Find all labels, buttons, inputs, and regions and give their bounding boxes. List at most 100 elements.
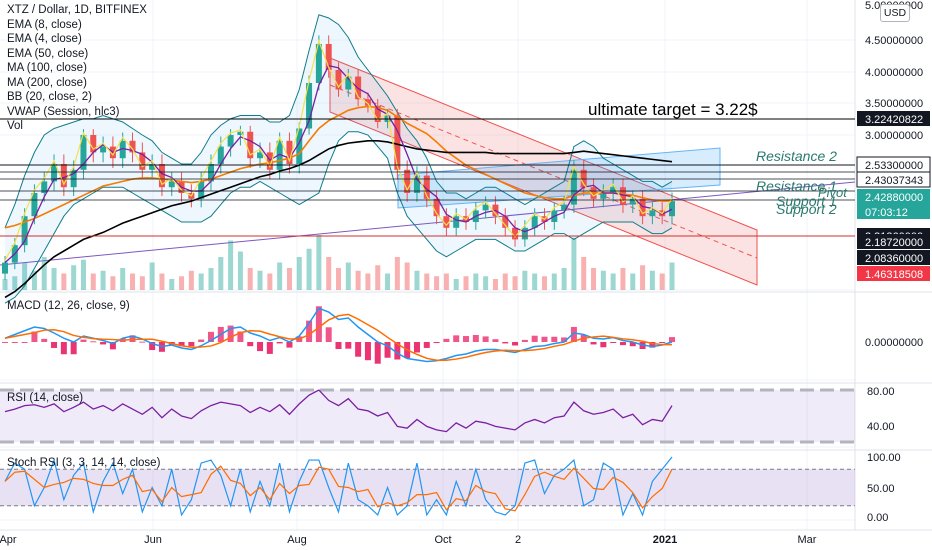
volume-bar [591,268,597,290]
volume-bar [336,268,341,290]
price-tick-label: 4.00000000 [865,67,923,79]
candle-body [443,216,450,228]
macd-histogram-bar [188,342,195,347]
candle-body [413,175,420,193]
rsi-title[interactable]: RSI (14, close) [7,392,84,404]
volume-bar [473,273,479,290]
volume-bar [610,273,616,290]
macd-histogram-bar [374,342,381,364]
candle-body [482,204,489,211]
macd-histogram-bar [453,335,460,342]
volume-bar [61,273,67,290]
volume-bar [277,262,283,290]
bb-upper [4,14,673,228]
volume-bar [179,276,185,290]
price-label-box [857,250,930,265]
moving-averages [4,39,673,299]
volume-bar [110,276,116,290]
stoch-tick-label: 100.00 [867,452,901,464]
volume-bar [71,265,77,290]
volume-bar [237,251,243,290]
candle-body [119,140,126,159]
volume-bar [31,270,37,290]
candle-body [90,135,97,153]
signal-line [4,313,672,361]
stoch-title[interactable]: Stoch RSI (3, 3, 14, 14, close) [7,457,161,469]
macd-histogram-bar [541,336,548,342]
volume-bar [404,262,410,290]
volume-bar [188,270,194,290]
candle-body [100,146,107,153]
time-tick-label: 2021 [653,534,677,546]
time-tick-label: Mar [798,534,817,546]
indicator-volume[interactable]: Vol [7,120,23,132]
macd-histogram-bar [335,342,342,349]
stoch-band [0,469,855,506]
target-annotation: ultimate target = 3.22$ [588,100,758,119]
indicator-ema8[interactable]: EMA (8, close) [7,18,82,31]
volume-bar [12,276,18,290]
macd-histogram-bar [2,342,8,343]
indicator-vwap[interactable]: VWAP (Session, hlc3) [7,105,120,118]
time-tick-label: Apr [0,534,17,546]
candle-body [149,164,156,170]
macd-histogram-bar [227,325,234,342]
price-axis[interactable]: 5.000000004.500000004.000000003.50000000… [856,0,931,524]
price-tick-label: 3.00000000 [865,130,923,142]
volume-bar [659,273,665,290]
macd-histogram-bar [659,342,666,343]
macd-histogram-bar [443,338,450,342]
macd-histogram-bar [512,342,519,346]
volume-bar [453,279,459,290]
indicator-ma100[interactable]: MA (100, close) [7,62,87,74]
candle-body [31,193,38,217]
macd-histogram-bar [109,342,116,350]
currency-button[interactable]: USD [880,4,910,22]
price-label-line: 2.08360000 [865,253,923,265]
volume-bar [532,273,538,290]
candle-body [276,140,283,170]
macd-histogram-bar [570,326,577,342]
indicator-ema4[interactable]: EMA (4, close) [7,33,82,45]
trend-line [0,181,856,266]
candle-body [139,152,146,170]
volume-bar [120,268,126,290]
indicator-ema50[interactable]: EMA (50, close) [7,47,89,60]
candle-body [610,187,617,193]
candle-body [227,135,234,147]
volume-bar [100,270,106,290]
stoch-tick-label: 50.00 [867,483,895,495]
macd-histogram-bar [247,342,254,347]
macd-histogram-bar [129,335,136,342]
macd-histogram-bar [394,342,401,360]
macd-title[interactable]: MACD (12, 26, close, 9) [7,300,130,312]
macd-histogram-bar [502,342,509,344]
price-label-target: 3.22420822 [865,114,923,126]
time-tick-label: Jun [144,534,162,546]
macd-histogram-bar [345,342,352,349]
volume-bar [483,276,489,290]
indicator-bb[interactable]: BB (20, close, 2) [7,91,93,103]
macd-histogram-bar [139,341,146,343]
candle-body [423,175,430,199]
macd-histogram-bar [178,342,185,347]
candle-body [296,128,303,164]
stoch-tick-label: 0.00 [867,512,888,524]
macd-histogram-bar [610,342,617,343]
resistance2-label: Resistance 2 [756,148,837,164]
volume-bar [22,262,28,290]
candle-body [521,227,528,240]
volume-bar [600,270,606,290]
ma200-line [4,140,673,299]
volume-bar [365,273,371,290]
time-axis[interactable]: Apr Jun Aug Oct 2 2021 Mar [0,534,817,546]
volume-bar [541,276,547,290]
volume-bar [218,257,224,290]
price-label-box [856,171,931,188]
volume-bar [247,268,253,290]
indicator-ma200[interactable]: MA (200, close) [7,76,87,89]
macd-histogram-bar [207,331,214,342]
volume-bar [443,273,449,290]
symbol-title[interactable]: XTZ / Dollar, 1D, BITFINEX [7,4,147,16]
